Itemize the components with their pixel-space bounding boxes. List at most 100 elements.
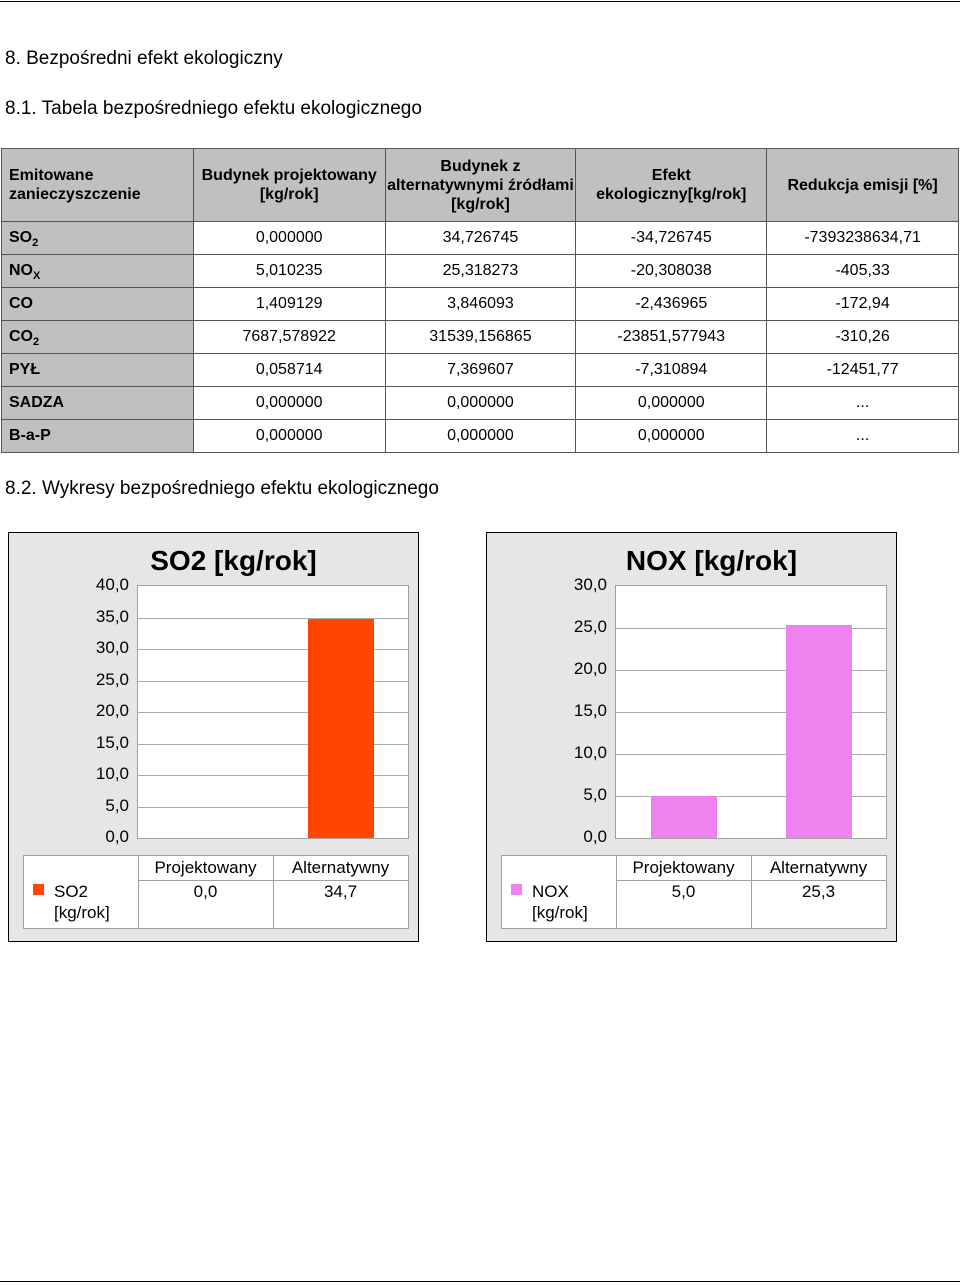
table-row: B-a-P 0,000000 0,000000 0,000000... xyxy=(1,419,959,453)
value-cell: -172,94 xyxy=(766,287,959,321)
pollutant-cell: PYŁ xyxy=(1,353,194,387)
value-cell: ... xyxy=(766,386,959,420)
value-cell: 31539,156865 xyxy=(384,320,577,354)
value-cell: 0,000000 xyxy=(384,386,577,420)
ecological-effect-table: Emitowane zanieczyszczenie Budynek proje… xyxy=(1,148,959,453)
value-cell: 0,000000 xyxy=(384,419,577,453)
value-cell: 7687,578922 xyxy=(192,320,386,354)
pollutant-cell: CO2 xyxy=(1,320,194,354)
pollutant-subscript: 2 xyxy=(32,237,39,249)
gridline xyxy=(616,796,886,797)
pollutant-cell: NOX xyxy=(1,254,194,288)
value-cell: -405,33 xyxy=(766,254,959,288)
value-cell: 0,000000 xyxy=(192,419,386,453)
gridline xyxy=(138,743,408,745)
data-value-label: 34,7 xyxy=(323,882,358,901)
y-tick-label: 25,0 xyxy=(573,617,607,636)
table-row: PYŁ 0,058714 7,369607 -7,310894 -12451,77 xyxy=(1,353,959,387)
value-cell: -7393238634,71 xyxy=(766,221,959,255)
gridline xyxy=(138,806,408,808)
pollutant-subscript: 2 xyxy=(33,336,40,348)
value-cell: 7,369607 xyxy=(384,353,577,387)
data-table-divider xyxy=(138,856,139,928)
value-cell: 25,318273 xyxy=(384,254,577,288)
value-cell: 5,010235 xyxy=(192,254,386,288)
bar xyxy=(307,619,374,838)
data-value-label: 5,0 xyxy=(671,882,696,901)
gridline xyxy=(616,712,886,713)
value-cell: -310,26 xyxy=(766,320,959,354)
value-cell: -12451,77 xyxy=(766,353,959,387)
value-cell: -20,308038 xyxy=(575,254,768,288)
pollutant-cell: SADZA xyxy=(1,386,194,420)
y-tick-label: 25,0 xyxy=(95,669,129,689)
value-cell: 0,000000 xyxy=(575,386,768,420)
nox-chart: NOX [kg/rok] 0,0 5,0 10,0 15,0 20,0 25,0 30,0 Pr… xyxy=(486,532,897,942)
y-tick-label: 20,0 xyxy=(573,659,607,678)
pollutant-cell: SO2 xyxy=(1,221,194,255)
value-cell: 1,409129 xyxy=(192,287,386,321)
chart-title: SO2 [kg/rok] xyxy=(150,545,317,576)
chart-data-table: Projektowany 0,0 Alternatywny 34,7 SO2 [kg/ro… xyxy=(23,855,409,929)
y-tick-label: 40,0 xyxy=(95,575,129,594)
legend-swatch xyxy=(511,884,522,895)
table-row: CO 1,409129 3,846093 -2,436965 -172,94 xyxy=(1,287,959,321)
x-category-label: Projektowany xyxy=(632,858,735,877)
pollutant-name: SADZA xyxy=(9,394,65,411)
pollutant-name: NO xyxy=(9,262,33,279)
table-row: CO2 7687,578922 31539,156865 -23851,577943-… xyxy=(1,320,959,354)
pollutant-cell: B-a-P xyxy=(1,419,194,453)
legend-swatch xyxy=(33,884,44,895)
header-reduction: Redukcja emisji [%] xyxy=(766,148,959,222)
legend-label: NOX xyxy=(532,882,569,901)
y-tick-label: 0,0 xyxy=(105,827,129,846)
pollutant-name: B-a-P xyxy=(9,427,51,444)
table-header-row: Emitowane zanieczyszczenie Budynek proje… xyxy=(1,148,959,222)
value-cell: 34,726745 xyxy=(384,221,577,255)
x-category-label: Alternatywny xyxy=(769,858,868,877)
y-tick-label: 15,0 xyxy=(95,732,129,752)
plot-area xyxy=(615,585,887,839)
header-designed: Budynek projektowany [kg/rok] xyxy=(192,148,386,222)
data-table-divider xyxy=(616,856,617,928)
bar xyxy=(650,796,717,838)
value-cell: -23851,577943 xyxy=(575,320,768,354)
gridline xyxy=(138,617,408,619)
y-tick-label: 10,0 xyxy=(95,764,129,783)
pollutant-name: PYŁ xyxy=(9,361,41,378)
gridline xyxy=(138,775,408,776)
table-row: SADZA 0,000000 0,000000 0,000000... xyxy=(1,386,959,420)
value-cell: -2,436965 xyxy=(575,287,768,321)
legend-label: [kg/rok] xyxy=(532,903,588,922)
plot-area xyxy=(137,585,409,839)
chart-title: NOX [kg/rok] xyxy=(625,545,798,576)
y-tick-label: 30,0 xyxy=(95,638,129,657)
table-heading: 8.1. Tabela bezpośredniego efektu ekolog… xyxy=(5,98,422,119)
so2-chart: SO2 [kg/rok] 0,0 5,0 10,0 15,0 20,0 25,0 30,0 35… xyxy=(8,532,419,942)
y-tick-label: 10,0 xyxy=(573,743,607,762)
bar xyxy=(785,625,852,838)
value-cell: 3,846093 xyxy=(384,287,577,321)
pollutant-name: CO xyxy=(9,328,33,345)
value-cell: 0,058714 xyxy=(192,353,386,387)
gridline xyxy=(138,712,408,713)
y-tick-label: 0,0 xyxy=(583,827,607,846)
bottom-rule xyxy=(0,1281,960,1282)
data-table-divider xyxy=(616,880,886,881)
data-value-label: 25,3 xyxy=(801,882,836,901)
data-table-divider xyxy=(751,856,752,928)
pollutant-subscript: X xyxy=(33,270,41,282)
gridline xyxy=(616,670,886,671)
legend-label: [kg/rok] xyxy=(54,903,110,922)
section-heading: 8. Bezpośredni efekt ekologiczny xyxy=(5,48,283,69)
chart-data-table: Projektowany 5,0 Alternatywny 25,3 NOX [kg/ro… xyxy=(501,855,887,929)
pollutant-name: SO xyxy=(9,229,33,246)
charts-heading: 8.2. Wykresy bezpośredniego efektu ekolo… xyxy=(5,478,439,499)
pollutant-name: CO xyxy=(9,295,33,312)
value-cell: 0,000000 xyxy=(192,221,386,255)
header-effect: Efekt ekologiczny[kg/rok] xyxy=(575,148,768,222)
header-pollutant: Emitowane zanieczyszczenie xyxy=(1,148,194,222)
x-category-label: Projektowany xyxy=(154,858,257,877)
data-table-divider xyxy=(273,856,274,928)
y-tick-label: 5,0 xyxy=(105,795,129,815)
